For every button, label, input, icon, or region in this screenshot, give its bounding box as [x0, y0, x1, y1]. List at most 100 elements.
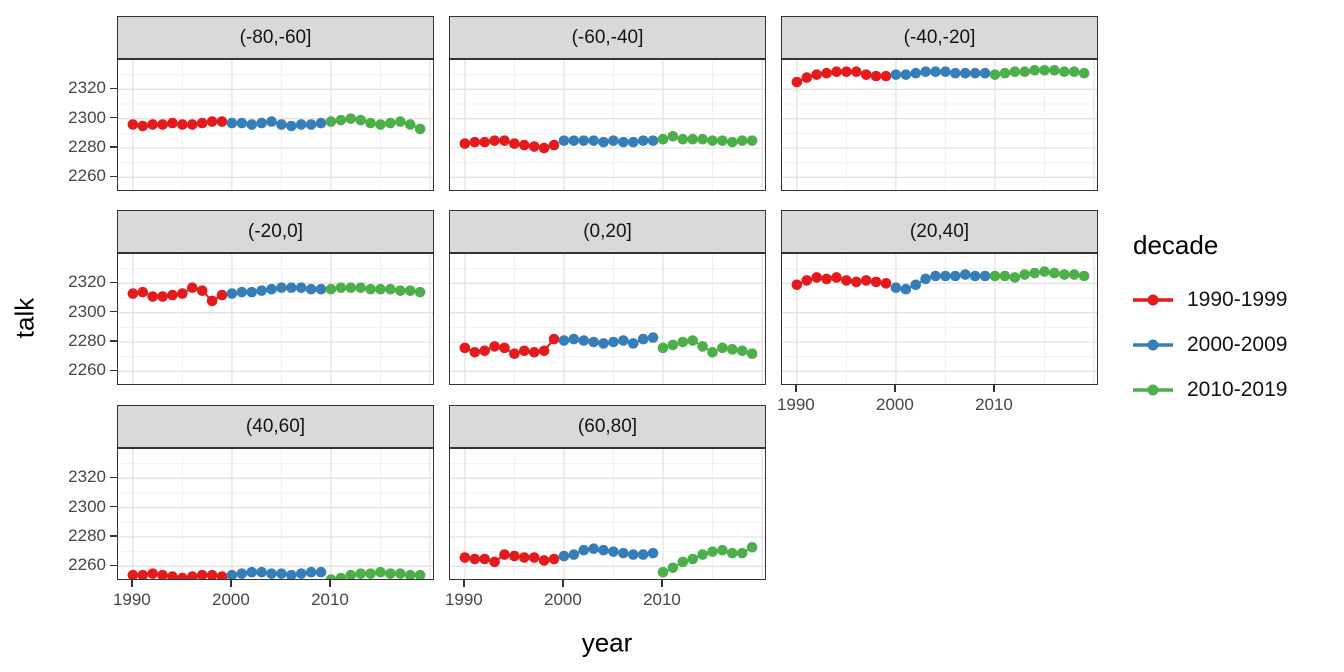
data-point [196, 569, 208, 579]
data-point [137, 569, 149, 579]
data-point [841, 275, 852, 286]
data-point [697, 549, 708, 560]
data-point [177, 288, 188, 299]
data-point [588, 135, 599, 146]
data-point [940, 66, 951, 78]
data-point [286, 282, 297, 294]
y-tick-mark [110, 87, 117, 90]
y-tick-mark [110, 281, 117, 284]
data-point [196, 117, 208, 129]
series-2000-2009 [226, 282, 327, 299]
data-point [355, 114, 367, 126]
data-point [736, 135, 748, 146]
data-point [627, 338, 639, 349]
data-point [345, 569, 357, 579]
data-point [315, 117, 327, 129]
data-point [246, 286, 258, 298]
data-point [1009, 272, 1021, 283]
gridlines-major [118, 254, 433, 384]
y-tick-mark [110, 476, 117, 479]
facet-panel [449, 448, 766, 580]
facet-panel [781, 59, 1098, 191]
data-point [196, 285, 208, 296]
data-point [335, 572, 347, 579]
data-point [930, 270, 941, 282]
series-2010-2019 [657, 541, 758, 578]
y-tick-label: 2320 [68, 78, 106, 98]
y-tick-label: 2320 [68, 272, 106, 292]
data-point [697, 133, 708, 145]
data-point [528, 346, 540, 358]
data-point [969, 67, 981, 79]
data-point [286, 569, 297, 579]
data-point [959, 269, 971, 280]
data-point [395, 285, 406, 296]
data-point [315, 566, 327, 578]
data-point [717, 544, 728, 556]
data-point [687, 133, 699, 145]
data-point [236, 568, 248, 579]
series-1990-1999 [459, 549, 560, 568]
data-point [1039, 64, 1050, 76]
legend-key-icon [1133, 339, 1173, 350]
data-point [791, 279, 803, 291]
data-point [206, 116, 218, 127]
legend-entry: 2000-2009 [1133, 322, 1287, 367]
x-tick-label: 2010 [311, 590, 349, 609]
data-point [499, 135, 510, 146]
y-tick-mark [110, 564, 117, 567]
data-point [305, 283, 317, 295]
data-point [345, 113, 357, 124]
series-2000-2009 [558, 543, 659, 562]
data-point [375, 283, 386, 295]
data-point [1068, 269, 1080, 280]
data-point [657, 133, 669, 145]
series-2010-2019 [325, 113, 426, 135]
data-point [365, 283, 376, 295]
data-point [677, 556, 689, 568]
data-point [588, 336, 599, 348]
series-1990-1999 [127, 116, 228, 132]
legend-title: decade [1133, 230, 1219, 260]
series-2010-2019 [989, 266, 1090, 283]
data-point [850, 276, 862, 288]
data-point [548, 333, 560, 345]
data-point [608, 135, 619, 146]
data-point [568, 549, 580, 560]
data-point [598, 544, 609, 556]
data-point [707, 135, 718, 146]
data-point [736, 547, 748, 559]
data-point [186, 282, 198, 294]
y-tick-mark [110, 146, 117, 148]
data-point [325, 116, 337, 127]
facet-strip: (-20,0] [117, 210, 434, 253]
data-point [206, 569, 218, 579]
data-point [1078, 270, 1090, 282]
y-tick-mark [110, 116, 117, 119]
gridlines-minor [450, 60, 765, 190]
data-point [147, 568, 158, 579]
data-point [147, 291, 158, 302]
x-tick-mark [230, 580, 232, 587]
data-point [1019, 269, 1031, 280]
data-point [345, 282, 357, 294]
data-point [528, 552, 540, 563]
data-point [186, 119, 198, 130]
data-point [256, 285, 267, 296]
series-2010-2019 [989, 64, 1090, 80]
data-point [127, 288, 139, 299]
data-point [677, 336, 689, 348]
data-point [910, 279, 922, 291]
data-point [831, 272, 842, 283]
series-1990-1999 [459, 135, 560, 154]
data-point [414, 569, 426, 579]
x-tick-label: 2000 [876, 395, 914, 414]
data-point [385, 283, 396, 295]
y-tick-label: 2300 [68, 107, 106, 127]
data-point [657, 566, 669, 578]
data-point [969, 270, 981, 282]
legend-entry: 2010-2019 [1133, 367, 1287, 412]
data-point [365, 117, 376, 129]
y-tick-mark [110, 535, 117, 537]
